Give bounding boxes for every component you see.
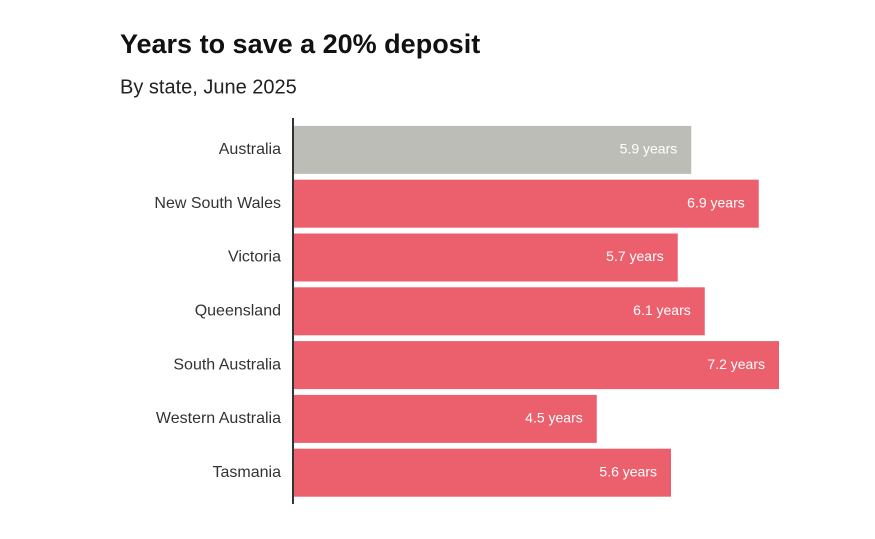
value-label: 7.2 years — [707, 356, 765, 372]
category-label: Australia — [219, 141, 281, 158]
bar — [293, 125, 692, 174]
chart-title: Years to save a 20% deposit — [120, 29, 480, 59]
category-label: Queensland — [195, 303, 281, 320]
category-label: Tasmania — [213, 464, 282, 481]
category-label: South Australia — [173, 356, 281, 373]
bar — [293, 287, 705, 336]
bar — [293, 233, 678, 282]
value-label: 6.1 years — [633, 302, 691, 318]
value-label: 6.9 years — [687, 194, 745, 210]
bar — [293, 341, 779, 390]
value-label: 4.5 years — [525, 410, 583, 426]
bar — [293, 179, 759, 228]
value-label: 5.6 years — [599, 463, 657, 479]
category-label: New South Wales — [154, 195, 281, 212]
value-label: 5.7 years — [606, 248, 664, 264]
category-label: Victoria — [228, 249, 281, 266]
value-label: 5.9 years — [620, 141, 678, 157]
category-label: Western Australia — [156, 410, 281, 427]
chart-subtitle: By state, June 2025 — [120, 76, 297, 98]
bar — [293, 394, 597, 443]
bar — [293, 448, 671, 497]
